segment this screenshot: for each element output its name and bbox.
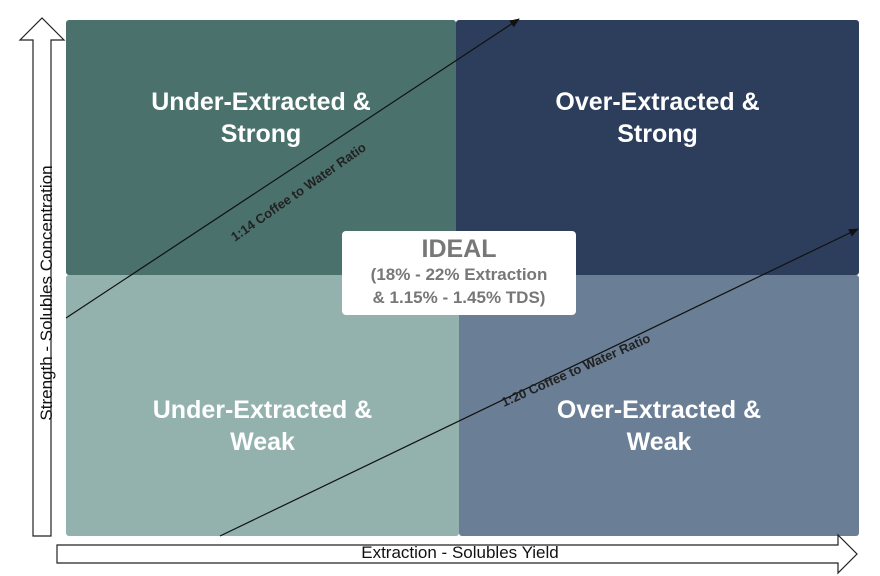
x-axis-arrow <box>56 533 858 575</box>
quadrant-title-line2: Weak <box>626 427 692 456</box>
quadrant-title-line2: Strong <box>220 119 302 148</box>
quadrant-title-line1: Over-Extracted & <box>556 395 762 424</box>
ideal-zone-box: IDEAL (18% - 22% Extraction & 1.15% - 1.… <box>342 231 576 315</box>
ideal-tds-range: & 1.15% - 1.45% TDS) <box>372 288 546 307</box>
ratio-line-1-20 <box>219 228 859 537</box>
quadrant-title-line1: Over-Extracted & <box>555 87 760 116</box>
quadrant-under-extracted-strong: Under-Extracted & Strong <box>66 20 456 275</box>
quadrant-over-extracted-weak: Over-Extracted & Weak <box>459 275 859 536</box>
ideal-title: IDEAL <box>421 235 497 263</box>
y-axis-arrow <box>18 17 66 537</box>
y-axis-label: Strength - Solubles Concentration <box>37 165 56 421</box>
ratio-line-1-14 <box>65 18 520 319</box>
quadrant-under-extracted-weak: Under-Extracted & Weak <box>66 275 459 536</box>
quadrant-title-line2: Strong <box>617 119 698 148</box>
quadrant-title-line2: Weak <box>230 427 295 456</box>
x-axis-label: Extraction - Solubles Yield <box>361 543 559 562</box>
quadrant-title-line1: Under-Extracted & <box>152 395 373 424</box>
ideal-extraction-range: (18% - 22% Extraction <box>370 265 548 284</box>
quadrant-title-line1: Under-Extracted & <box>151 87 371 116</box>
